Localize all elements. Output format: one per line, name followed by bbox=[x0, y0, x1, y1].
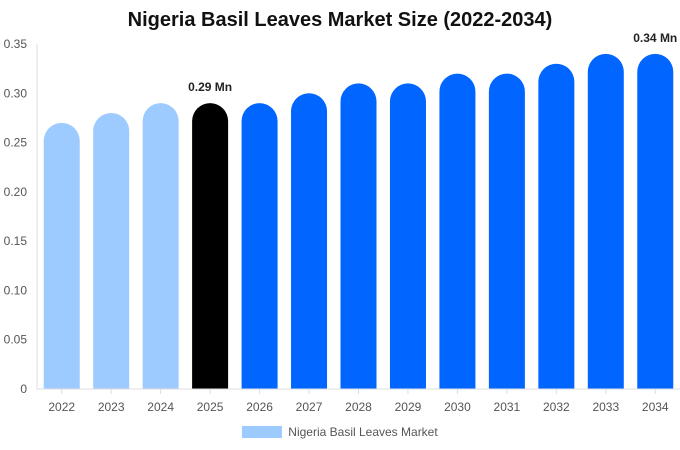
data-label: 0.29 Mn bbox=[188, 80, 232, 94]
x-tick-label: 2023 bbox=[98, 400, 125, 414]
bar-2025 bbox=[192, 103, 229, 390]
bar-2033 bbox=[587, 53, 624, 389]
x-tick-label: 2024 bbox=[147, 400, 174, 414]
y-tick-label: 0.30 bbox=[4, 86, 28, 100]
y-tick-label: 0 bbox=[20, 382, 27, 396]
y-tick-label: 0.35 bbox=[4, 37, 28, 51]
bar-2029 bbox=[389, 83, 426, 389]
bar-2022 bbox=[43, 122, 80, 389]
bar-2031 bbox=[488, 73, 525, 389]
y-tick-label: 0.05 bbox=[4, 333, 28, 347]
x-axis: 2022 2023 2024 2025 2026 2027 2028 2029 2030 2031… bbox=[37, 388, 680, 414]
x-tick-label: 2028 bbox=[345, 400, 372, 414]
bar-2024 bbox=[142, 103, 179, 390]
bar-chart: 00.050.100.150.200.250.300.35 2022 2023 20… bbox=[4, 31, 680, 414]
x-tick-label: 2032 bbox=[543, 400, 570, 414]
y-axis: 0 0.05 0.10 0.15 0.20 0.25 0.30 0.35 bbox=[4, 37, 38, 396]
data-labels: 0.29 Mn 0.34 Mn bbox=[188, 31, 677, 94]
y-tick-label: 0.10 bbox=[4, 283, 28, 297]
x-tick-label: 2031 bbox=[494, 400, 521, 414]
chart-title: Nigeria Basil Leaves Market Size (2022-2… bbox=[127, 9, 553, 31]
y-tick-label: 0.20 bbox=[4, 185, 28, 199]
legend-label: Nigeria Basil Leaves Market bbox=[288, 425, 438, 439]
x-tick-label: 2027 bbox=[296, 400, 323, 414]
bar-2034 bbox=[637, 53, 674, 389]
x-tick-label: 2025 bbox=[197, 400, 224, 414]
x-tick-label: 2029 bbox=[395, 400, 422, 414]
bar-2032 bbox=[538, 63, 575, 389]
bars bbox=[43, 53, 674, 390]
bar-2030 bbox=[439, 73, 476, 389]
x-tick-label: 2022 bbox=[48, 400, 75, 414]
x-tick-label: 2026 bbox=[246, 400, 273, 414]
bar-2026 bbox=[241, 103, 278, 390]
x-tick-label: 2034 bbox=[642, 400, 669, 414]
bar-2027 bbox=[291, 93, 328, 390]
y-tick-label: 0.15 bbox=[4, 234, 28, 248]
x-tick-label: 2030 bbox=[444, 400, 471, 414]
x-tick-label: 2033 bbox=[592, 400, 619, 414]
legend: Nigeria Basil Leaves Market bbox=[0, 425, 680, 439]
bar-2028 bbox=[340, 83, 377, 389]
y-tick-label: 0.25 bbox=[4, 136, 28, 150]
data-label: 0.34 Mn bbox=[633, 31, 677, 45]
bar-2023 bbox=[93, 113, 130, 389]
legend-swatch bbox=[242, 426, 283, 438]
